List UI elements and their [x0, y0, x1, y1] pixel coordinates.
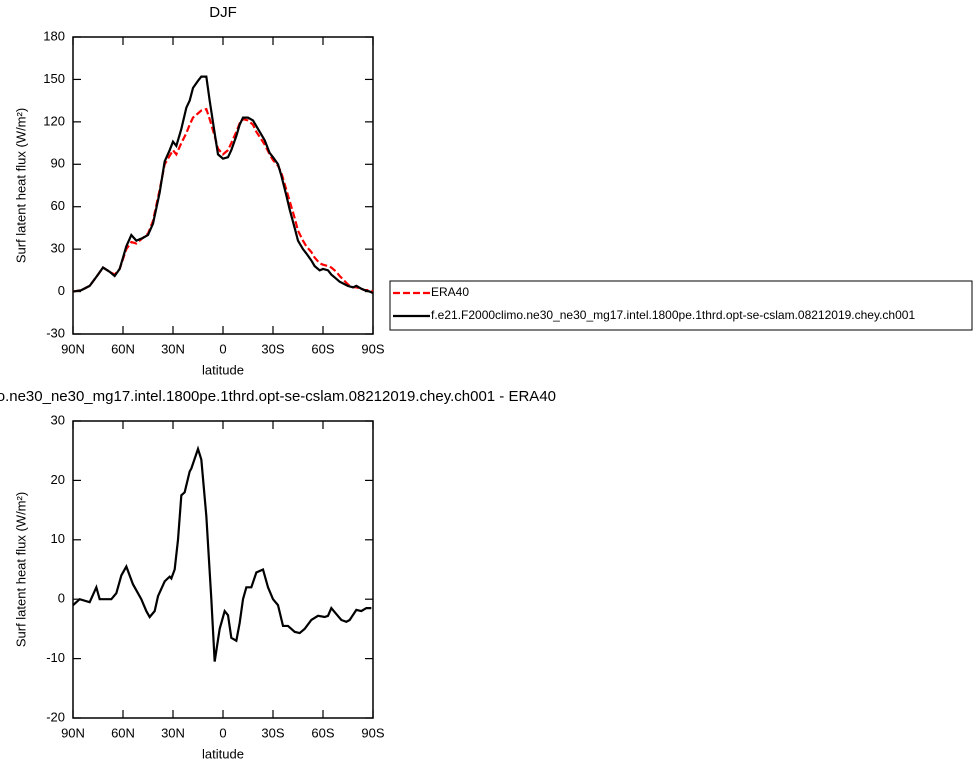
x-tick-label: 90N — [61, 341, 85, 356]
legend-box — [389, 280, 973, 331]
x-tick-label: 30N — [161, 341, 185, 356]
x-tick-label: 0 — [219, 341, 226, 356]
x-tick-label: 60N — [111, 341, 135, 356]
data-line — [72, 75, 374, 295]
x-tick-label: 90S — [361, 725, 384, 740]
y-tick-label: 10 — [51, 531, 65, 546]
x-tick-label: 90N — [61, 725, 85, 740]
plot-frame — [72, 420, 374, 719]
data-line — [72, 445, 372, 662]
x-tick-label: 30N — [161, 725, 185, 740]
y-tick-label: 150 — [43, 71, 65, 86]
x-tick-label: 0 — [219, 725, 226, 740]
y-tick-label: 120 — [43, 113, 65, 128]
y-axis-label: Surf latent heat flux (W/m²) — [13, 492, 28, 647]
chart-title: DJF — [209, 4, 237, 21]
x-tick-label: 60S — [311, 725, 334, 740]
y-tick-label: -20 — [46, 709, 65, 724]
y-tick-label: 90 — [51, 156, 65, 171]
x-tick-label: 60N — [111, 725, 135, 740]
x-tick-label: 60S — [311, 341, 334, 356]
y-tick-label: 30 — [51, 412, 65, 427]
data-line — [72, 107, 374, 293]
y-tick-label: 20 — [51, 472, 65, 487]
x-tick-label: 30S — [261, 341, 284, 356]
legend-label: f.e21.F2000climo.ne30_ne30_mg17.intel.18… — [431, 308, 915, 322]
y-tick-label: 60 — [51, 198, 65, 213]
y-tick-label: -10 — [46, 650, 65, 665]
x-tick-label: 90S — [361, 341, 384, 356]
y-tick-label: 0 — [58, 283, 65, 298]
y-tick-label: 0 — [58, 591, 65, 606]
x-axis-label: latitude — [202, 362, 244, 377]
legend-label: ERA40 — [431, 285, 469, 299]
y-tick-label: 180 — [43, 28, 65, 43]
x-tick-label: 30S — [261, 725, 284, 740]
chart-title: f.e21.F2000climo.ne30_ne30_mg17.intel.18… — [0, 388, 556, 405]
plot-frame — [72, 36, 374, 335]
y-tick-label: 30 — [51, 241, 65, 256]
y-tick-label: -30 — [46, 325, 65, 340]
x-axis-label: latitude — [202, 746, 244, 761]
y-axis-label: Surf latent heat flux (W/m²) — [13, 108, 28, 263]
